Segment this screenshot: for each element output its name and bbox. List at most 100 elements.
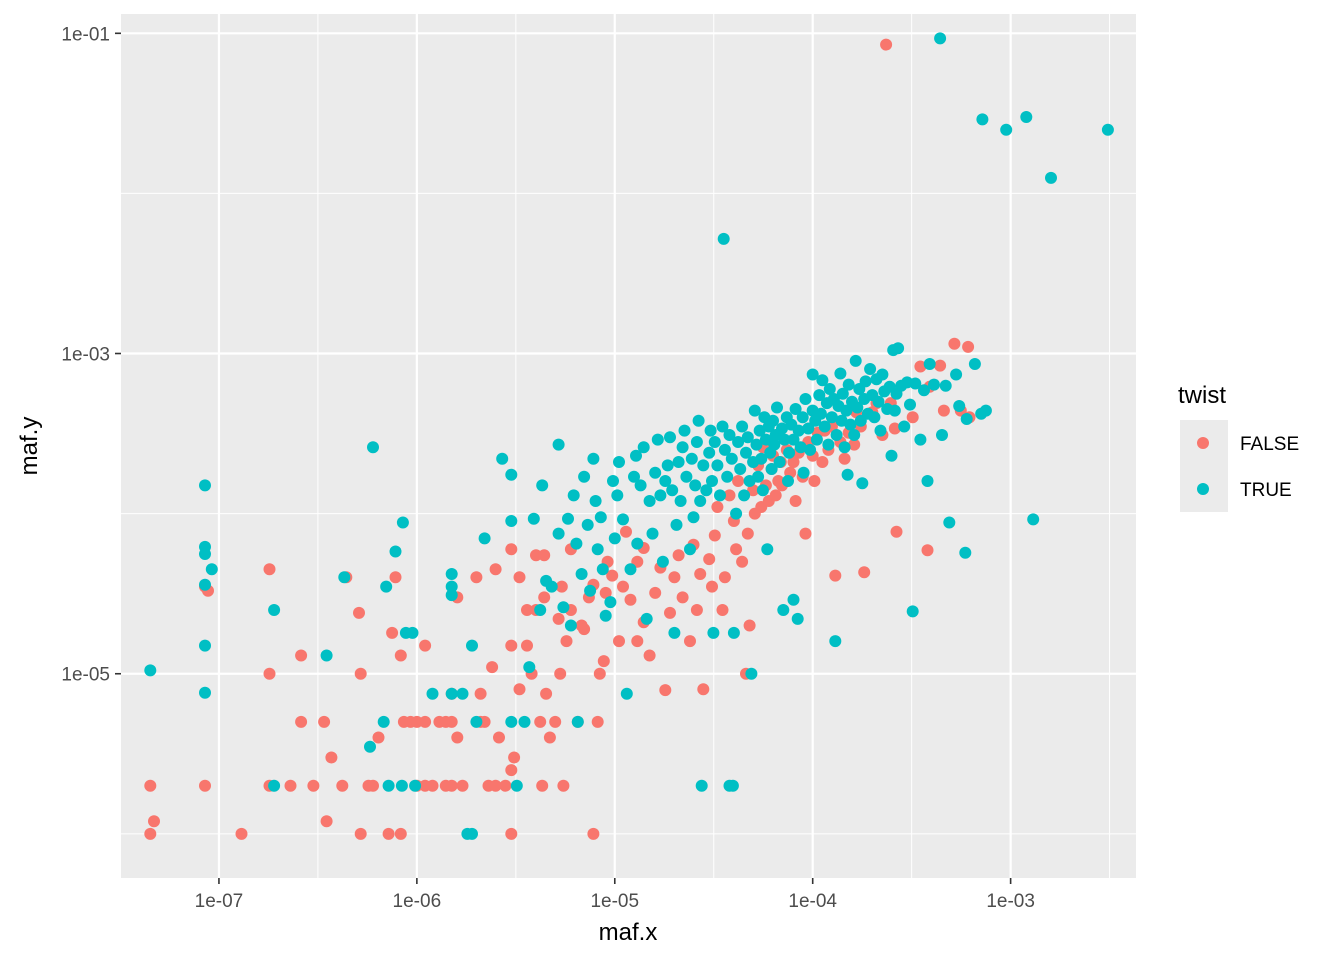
data-point (789, 495, 802, 507)
data-point (678, 424, 691, 437)
data-point (557, 601, 570, 614)
legend-title: twist (1178, 382, 1226, 409)
data-point (730, 507, 743, 520)
data-point (263, 563, 276, 576)
data-point (943, 516, 956, 529)
data-point (1101, 123, 1114, 136)
data-point (637, 441, 650, 454)
data-point (552, 438, 565, 451)
data-point (367, 441, 379, 454)
data-point (505, 764, 518, 777)
data-point (874, 424, 887, 437)
data-point (748, 404, 761, 417)
data-point (608, 532, 621, 545)
data-point (496, 452, 509, 465)
data-point (624, 563, 637, 576)
data-point (478, 715, 491, 728)
data-point (354, 667, 367, 680)
data-point (959, 546, 972, 559)
data-point (456, 687, 469, 700)
data-point (505, 543, 518, 556)
data-point (555, 580, 568, 593)
data-point (486, 661, 499, 674)
data-point (554, 667, 567, 680)
data-point (456, 779, 469, 792)
data-point (617, 513, 629, 526)
legend-label-true: TRUE (1240, 480, 1292, 501)
data-point (564, 619, 577, 632)
data-point (732, 436, 745, 448)
data-point (799, 393, 812, 405)
data-point (885, 449, 898, 462)
data-point (624, 593, 637, 606)
data-point (445, 568, 458, 580)
data-point (864, 363, 877, 375)
data-point (396, 516, 409, 529)
data-point (690, 604, 703, 616)
grid-lines (121, 14, 1136, 878)
data-point (591, 715, 604, 728)
data-point (505, 468, 518, 481)
data-point (478, 532, 491, 545)
data-point (706, 475, 718, 487)
legend-key-true (1197, 483, 1209, 495)
data-point (976, 113, 989, 126)
data-point (703, 553, 716, 566)
data-point (581, 518, 594, 531)
data-point (962, 340, 975, 353)
data-point (661, 459, 674, 472)
data-point (829, 635, 842, 648)
data-point (777, 604, 790, 616)
y-tick-label: 1e-01 (61, 24, 110, 45)
data-point (830, 429, 843, 441)
data-point (844, 418, 857, 431)
data-point (816, 456, 829, 468)
x-tick-label: 1e-05 (590, 891, 639, 912)
data-point (727, 626, 740, 639)
data-point (144, 664, 157, 677)
data-point (664, 606, 676, 619)
data-point (199, 548, 211, 560)
data-point (714, 489, 726, 502)
data-point (685, 452, 698, 465)
data-point (756, 484, 769, 497)
data-point (721, 470, 734, 483)
data-point (934, 359, 947, 372)
data-point (505, 515, 518, 527)
data-point (918, 384, 930, 397)
x-tick-label: 1e-06 (393, 891, 442, 912)
data-point (594, 511, 607, 524)
data-point (818, 420, 831, 433)
data-point (640, 612, 653, 625)
data-point (649, 586, 662, 599)
data-point (470, 715, 483, 728)
data-point (898, 420, 911, 433)
data-point (840, 404, 853, 417)
data-point (643, 649, 656, 662)
data-point (834, 367, 847, 380)
data-point (380, 580, 393, 593)
data-point (489, 563, 502, 576)
data-point (856, 477, 869, 490)
data-point (325, 751, 338, 764)
data-point (409, 779, 422, 792)
data-point (144, 827, 157, 840)
data-point (738, 489, 751, 502)
data-point (666, 484, 679, 497)
data-point (888, 404, 901, 417)
data-point (545, 580, 558, 593)
data-point (923, 358, 936, 370)
data-point (474, 687, 487, 700)
data-point (394, 649, 407, 662)
data-point (829, 569, 842, 582)
data-point (521, 639, 533, 652)
data-point (806, 368, 819, 381)
data-point (730, 543, 743, 556)
data-point (320, 815, 333, 828)
data-point (591, 543, 604, 556)
data-point (765, 463, 778, 475)
data-point (538, 591, 551, 604)
data-point (950, 368, 963, 381)
data-point (767, 414, 779, 427)
